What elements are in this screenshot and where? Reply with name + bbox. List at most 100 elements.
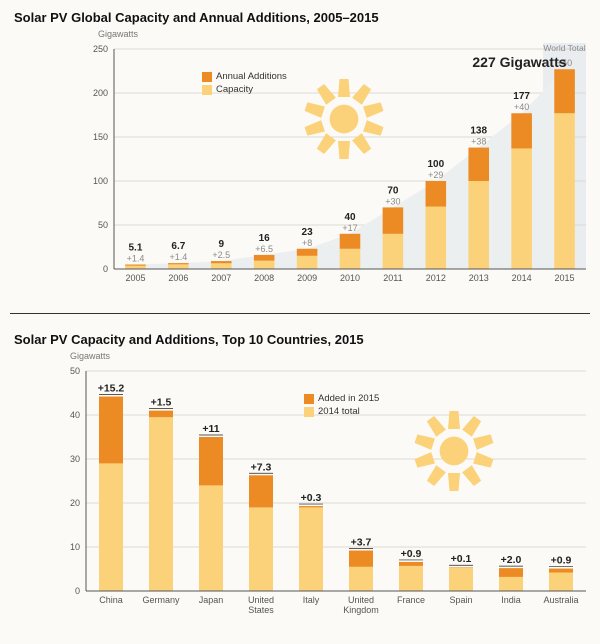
legend-label-added2015: Added in 2015 [318, 393, 379, 404]
bar-additions [554, 69, 575, 113]
svg-text:+0.3: +0.3 [301, 492, 322, 504]
bar-additions [383, 207, 404, 233]
svg-text:40: 40 [344, 212, 356, 223]
chart2-svg: 01020304050+15.2China+1.5Germany+11Japan… [14, 361, 590, 633]
bar-2014total [149, 417, 173, 591]
svg-text:+17: +17 [342, 223, 357, 233]
legend-swatch-additions [202, 72, 212, 82]
svg-text:2013: 2013 [469, 273, 489, 283]
bar-capacity [468, 181, 489, 269]
bar-additions [468, 148, 489, 181]
bar-added2015 [249, 475, 273, 507]
svg-text:+1.4: +1.4 [169, 252, 187, 262]
panel-divider [10, 313, 590, 314]
chart2-yaxis-label: Gigawatts [70, 351, 586, 361]
bar-added2015 [499, 568, 523, 577]
svg-text:100: 100 [93, 176, 108, 186]
svg-text:+8: +8 [302, 238, 312, 248]
bar-2014total [549, 573, 573, 591]
svg-text:+1.4: +1.4 [127, 254, 145, 264]
bar-additions [426, 181, 447, 207]
svg-text:Japan: Japan [199, 595, 224, 605]
chart2-wrap: 01020304050+15.2China+1.5Germany+11Japan… [14, 361, 586, 633]
legend-swatch-added2015 [304, 394, 314, 404]
bar-capacity [168, 264, 189, 269]
svg-text:+0.9: +0.9 [401, 548, 422, 560]
svg-text:2006: 2006 [168, 273, 188, 283]
bar-added2015 [299, 506, 323, 507]
svg-text:30: 30 [70, 454, 80, 464]
chart2-title: Solar PV Capacity and Additions, Top 10 … [14, 332, 586, 347]
svg-text:0: 0 [103, 264, 108, 274]
bar-capacity [426, 207, 447, 269]
legend-label-2014total: 2014 total [318, 406, 360, 417]
svg-text:200: 200 [93, 88, 108, 98]
svg-text:2012: 2012 [426, 273, 446, 283]
svg-text:France: France [397, 595, 425, 605]
svg-text:2007: 2007 [211, 273, 231, 283]
bar-capacity [511, 148, 532, 269]
svg-text:10: 10 [70, 542, 80, 552]
svg-text:+7.3: +7.3 [251, 461, 272, 473]
bar-added2015 [99, 397, 123, 464]
chart1-wrap: 05010015020025020055.1+1.420066.7+1.4200… [14, 39, 586, 299]
svg-text:70: 70 [387, 185, 399, 196]
svg-text:20: 20 [70, 498, 80, 508]
svg-text:5.1: 5.1 [129, 243, 143, 254]
bar-capacity [211, 263, 232, 269]
svg-text:+40: +40 [514, 102, 529, 112]
global-capacity-panel: Solar PV Global Capacity and Annual Addi… [0, 0, 600, 305]
chart1-title: Solar PV Global Capacity and Annual Addi… [14, 10, 586, 25]
bar-additions [340, 234, 361, 249]
svg-text:+29: +29 [428, 170, 443, 180]
svg-text:Germany: Germany [142, 595, 180, 605]
legend-label-additions: Annual Additions [216, 71, 287, 82]
svg-text:16: 16 [259, 233, 271, 244]
svg-text:227 Gigawatts: 227 Gigawatts [472, 54, 566, 70]
top10-panel: Solar PV Capacity and Additions, Top 10 … [0, 322, 600, 639]
svg-text:40: 40 [70, 410, 80, 420]
svg-text:2008: 2008 [254, 273, 274, 283]
svg-text:+3.7: +3.7 [351, 537, 372, 549]
svg-text:2011: 2011 [383, 273, 402, 283]
svg-text:50: 50 [98, 220, 108, 230]
bar-2014total [249, 507, 273, 591]
legend-swatch-2014total [304, 407, 314, 417]
bar-additions [511, 113, 532, 148]
bar-capacity [254, 261, 275, 269]
svg-text:Kingdom: Kingdom [343, 605, 379, 615]
svg-text:50: 50 [70, 366, 80, 376]
svg-text:States: States [248, 605, 274, 615]
bar-2014total [449, 568, 473, 591]
bar-added2015 [349, 551, 373, 567]
svg-text:2009: 2009 [297, 273, 317, 283]
bar-2014total [299, 507, 323, 591]
svg-text:+38: +38 [471, 137, 486, 147]
bar-capacity [383, 234, 404, 269]
svg-text:9: 9 [218, 239, 224, 250]
svg-text:+0.1: +0.1 [451, 553, 472, 565]
bar-2014total [199, 485, 223, 591]
svg-text:250: 250 [93, 44, 108, 54]
svg-text:+2.0: +2.0 [501, 554, 522, 566]
svg-text:2005: 2005 [125, 273, 145, 283]
bar-2014total [399, 566, 423, 591]
svg-text:2010: 2010 [340, 273, 360, 283]
bar-added2015 [149, 411, 173, 418]
svg-text:Australia: Australia [543, 595, 578, 605]
svg-text:+11: +11 [202, 423, 219, 435]
bar-additions [211, 261, 232, 263]
svg-text:6.7: 6.7 [171, 241, 185, 252]
svg-text:World Total: World Total [543, 43, 585, 53]
bar-2014total [499, 577, 523, 591]
bar-2014total [99, 463, 123, 591]
svg-text:+1.5: +1.5 [151, 397, 172, 409]
bar-additions [254, 255, 275, 261]
svg-text:China: China [99, 595, 123, 605]
bar-capacity [340, 249, 361, 269]
svg-text:+0.9: +0.9 [551, 555, 572, 567]
svg-text:United: United [348, 595, 374, 605]
bar-capacity [554, 113, 575, 269]
svg-text:+30: +30 [385, 196, 400, 206]
svg-text:0: 0 [75, 586, 80, 596]
